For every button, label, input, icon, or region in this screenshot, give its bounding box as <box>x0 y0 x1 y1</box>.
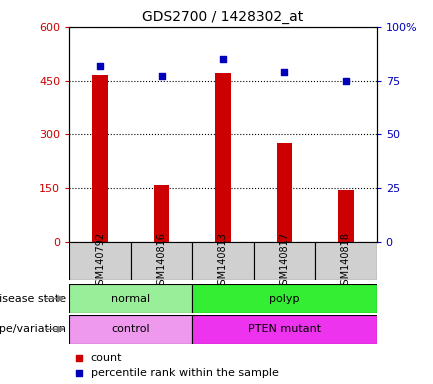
Text: GSM140816: GSM140816 <box>156 232 167 291</box>
Text: polyp: polyp <box>269 293 300 304</box>
Bar <box>215 73 231 242</box>
Bar <box>69 284 192 313</box>
Bar <box>92 75 108 242</box>
Text: control: control <box>111 324 150 334</box>
Point <box>97 63 103 69</box>
Text: PTEN mutant: PTEN mutant <box>248 324 321 334</box>
Point <box>343 78 349 84</box>
Bar <box>131 242 192 280</box>
Point <box>75 370 82 376</box>
Bar <box>192 315 377 344</box>
Text: GSM140818: GSM140818 <box>341 232 351 291</box>
Bar <box>69 242 131 280</box>
Bar <box>254 242 315 280</box>
Text: disease state: disease state <box>0 293 66 304</box>
Text: GSM140792: GSM140792 <box>95 232 105 291</box>
Bar <box>338 190 354 242</box>
Text: GSM140813: GSM140813 <box>218 232 228 291</box>
Title: GDS2700 / 1428302_at: GDS2700 / 1428302_at <box>142 10 304 25</box>
Bar <box>277 143 292 242</box>
Point <box>281 69 288 75</box>
Point <box>220 56 226 62</box>
Point <box>75 355 82 361</box>
Text: count: count <box>91 353 122 363</box>
Text: GSM140817: GSM140817 <box>279 232 290 291</box>
Bar <box>192 242 254 280</box>
Text: percentile rank within the sample: percentile rank within the sample <box>91 368 279 378</box>
Text: genotype/variation: genotype/variation <box>0 324 66 334</box>
Point <box>158 73 165 79</box>
Bar <box>69 315 192 344</box>
Bar <box>315 242 377 280</box>
Bar <box>154 185 169 242</box>
Text: normal: normal <box>111 293 150 304</box>
Bar <box>192 284 377 313</box>
